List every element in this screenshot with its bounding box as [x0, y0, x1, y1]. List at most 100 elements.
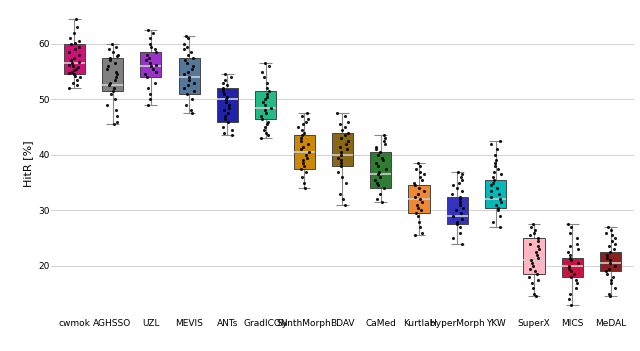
Point	[220, 91, 230, 97]
Point	[525, 224, 536, 230]
Point	[69, 30, 79, 35]
Point	[525, 241, 536, 246]
Point	[145, 91, 155, 97]
Point	[221, 97, 232, 102]
Point	[108, 41, 118, 47]
Point	[179, 72, 189, 77]
Point	[605, 260, 615, 266]
Point	[262, 91, 272, 97]
Point	[218, 124, 228, 130]
Point	[148, 30, 159, 35]
Bar	[370, 152, 391, 188]
Point	[341, 141, 351, 147]
Point	[452, 169, 463, 174]
Point	[260, 111, 271, 116]
Point	[573, 260, 583, 266]
Point	[103, 63, 113, 69]
Point	[486, 141, 496, 147]
Point	[112, 119, 122, 124]
Point	[219, 108, 229, 113]
Point	[224, 105, 234, 111]
Point	[458, 205, 468, 211]
Point	[415, 163, 425, 169]
Point	[145, 41, 155, 47]
Point	[452, 219, 463, 224]
Point	[111, 74, 121, 80]
Point	[491, 158, 501, 163]
Point	[608, 274, 618, 280]
Point	[259, 127, 269, 133]
Point	[339, 124, 349, 130]
Point	[66, 41, 76, 47]
Point	[337, 174, 348, 180]
Point	[111, 72, 122, 77]
Point	[218, 85, 228, 91]
Point	[380, 133, 390, 138]
Point	[452, 185, 463, 191]
Point	[419, 172, 429, 177]
Point	[417, 230, 427, 236]
Point	[303, 116, 313, 121]
Point	[415, 224, 425, 230]
Point	[493, 207, 504, 213]
Point	[339, 113, 349, 119]
Point	[298, 144, 308, 150]
Point	[488, 180, 498, 185]
Point	[182, 60, 192, 66]
Point	[371, 160, 381, 166]
Point	[298, 121, 308, 127]
Point	[189, 80, 199, 86]
Point	[412, 210, 422, 216]
Point	[256, 135, 266, 141]
Bar	[332, 133, 353, 166]
Point	[572, 241, 582, 246]
Point	[455, 202, 465, 208]
Bar	[600, 252, 621, 271]
Point	[188, 55, 198, 60]
Point	[370, 177, 380, 183]
Bar	[408, 185, 429, 213]
Point	[111, 108, 121, 113]
Point	[373, 152, 383, 158]
Point	[411, 166, 421, 172]
Bar	[485, 180, 506, 208]
Point	[102, 102, 112, 108]
Point	[104, 47, 114, 52]
Point	[70, 73, 80, 79]
Point	[75, 74, 85, 80]
Point	[336, 149, 346, 155]
Point	[70, 47, 81, 52]
Point	[372, 180, 382, 185]
Point	[186, 49, 196, 55]
Point	[74, 59, 84, 65]
Point	[373, 183, 383, 188]
Point	[109, 85, 120, 91]
Point	[530, 269, 540, 274]
Point	[415, 174, 426, 180]
Point	[68, 63, 78, 69]
Point	[67, 69, 77, 74]
Point	[378, 158, 388, 163]
Point	[604, 224, 614, 230]
Point	[301, 119, 312, 124]
Point	[374, 169, 384, 174]
Point	[609, 246, 620, 252]
Point	[260, 108, 270, 113]
Point	[448, 183, 458, 188]
Point	[65, 35, 75, 41]
Point	[298, 160, 308, 166]
Point	[602, 271, 612, 277]
Point	[531, 294, 541, 299]
Point	[531, 249, 541, 255]
Point	[566, 224, 576, 230]
Point	[457, 177, 467, 183]
Point	[301, 152, 311, 158]
Point	[454, 224, 465, 230]
Point	[493, 166, 503, 172]
Point	[493, 205, 503, 211]
Point	[533, 238, 543, 244]
Point	[224, 102, 234, 108]
Point	[68, 55, 79, 60]
Point	[104, 55, 115, 60]
Point	[609, 236, 620, 241]
